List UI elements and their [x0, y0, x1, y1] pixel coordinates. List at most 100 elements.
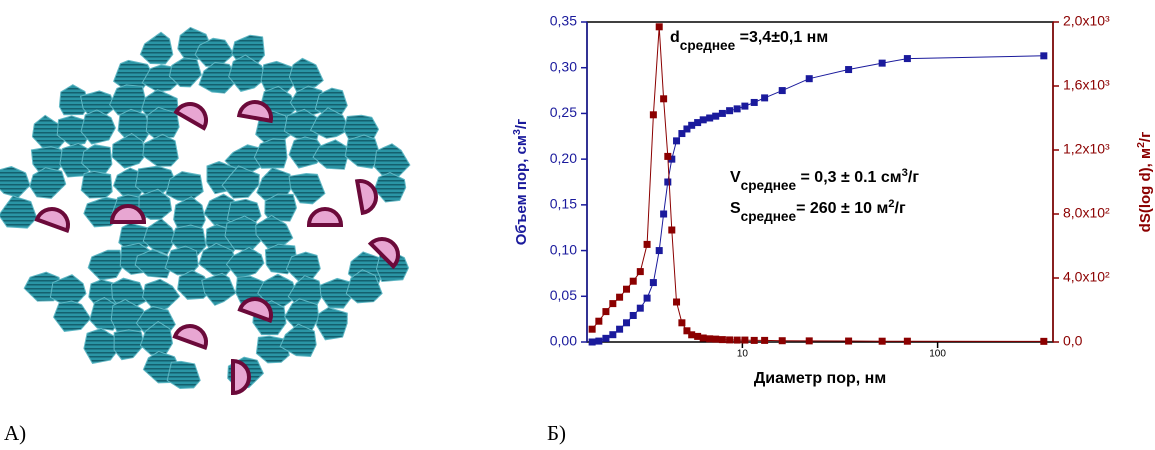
particle: [80, 109, 116, 145]
y-tick-label: 0,10: [550, 241, 577, 257]
data-point: [805, 75, 813, 83]
particle: [221, 165, 260, 199]
particle: [309, 107, 351, 139]
y2-tick-label: 0,0: [1063, 333, 1083, 349]
data-point: [750, 336, 758, 344]
data-point: [629, 311, 637, 319]
data-point: [845, 337, 853, 345]
data-point: [741, 336, 749, 344]
data-point: [699, 116, 707, 124]
particle: [0, 195, 38, 229]
particle: [279, 323, 317, 358]
particle: [29, 167, 67, 199]
pore-particle: [367, 237, 400, 270]
data-point: [668, 155, 676, 163]
x-tick-label: 100: [929, 349, 946, 360]
data-point: [694, 332, 702, 340]
y2-tick-label: 4,0x10²: [1063, 269, 1110, 285]
y-axis-title: Объем пор, см3/г: [511, 119, 530, 246]
data-point: [588, 338, 596, 346]
annotation-part: /г: [895, 200, 906, 217]
pore-particle: [236, 100, 273, 124]
y2-tick-label: 1,2x10³: [1063, 141, 1110, 157]
data-point: [903, 337, 911, 345]
y-tick-label: 0,35: [550, 13, 577, 29]
annotation-part: среднее: [741, 209, 797, 224]
data-point: [678, 319, 686, 327]
data-point: [636, 304, 644, 312]
series-line: [592, 55, 1044, 343]
data-point: [688, 121, 696, 129]
pore-particle: [34, 207, 70, 234]
particle: [373, 171, 407, 203]
panel-label: Б): [547, 421, 566, 445]
data-point: [878, 337, 886, 345]
y-tick-label: 0,05: [550, 287, 577, 303]
data-point: [629, 277, 637, 285]
data-point: [761, 94, 769, 102]
annotation-part: среднее: [680, 38, 736, 53]
data-point: [778, 337, 786, 345]
particle: [264, 193, 298, 222]
data-point: [694, 119, 702, 127]
particle: [173, 196, 206, 230]
data-point: [761, 336, 769, 344]
annotation-part: 3: [902, 167, 908, 179]
data-point: [706, 335, 714, 343]
particle: [80, 170, 113, 199]
annotation-part: d: [670, 29, 680, 46]
data-point: [623, 319, 631, 327]
data-point: [616, 293, 624, 301]
pore-particle: [354, 179, 378, 216]
y2-axis-title: dS(log d), м2/г: [1135, 132, 1154, 233]
data-point: [683, 327, 691, 335]
data-point: [673, 298, 681, 306]
particle: [288, 172, 326, 205]
annotation-part: = 260 ± 10 м: [796, 200, 888, 217]
data-point: [712, 335, 720, 343]
particle: [113, 329, 145, 361]
annotation-part: = 0,3 ± 0.1 см: [796, 169, 902, 186]
chart: 0,00 0,05 0,10 0,15 0,20 0,25 0,30 0,35 0,0 4,0x1…: [511, 13, 1154, 388]
y2-tick-label: 8,0x10²: [1063, 205, 1110, 221]
pore-particle: [237, 297, 273, 324]
y-axis-title-part: /г: [513, 119, 530, 129]
annotation-part: /г: [908, 169, 919, 186]
particle: [138, 188, 173, 220]
annotation-part: 2: [888, 198, 894, 210]
data-point: [1040, 337, 1048, 345]
data-point: [683, 125, 691, 133]
y-tick-label: 0,00: [550, 333, 577, 349]
particle: [253, 138, 288, 169]
annotation-part: =3,4±0,1 нм: [735, 29, 828, 46]
pore-particle: [109, 204, 147, 224]
particle: [198, 61, 239, 94]
data-point: [649, 279, 657, 287]
data-point: [595, 317, 603, 325]
particle: [225, 246, 265, 280]
data-point: [678, 130, 686, 138]
particle: [315, 307, 348, 341]
data-point: [750, 98, 758, 106]
pore-particle: [172, 324, 208, 351]
y-tick-label: 0,30: [550, 58, 577, 74]
pore-particle: [231, 358, 251, 396]
x-axis-title: Диаметр пор, нм: [754, 370, 886, 387]
data-point: [609, 300, 617, 308]
data-point: [688, 331, 696, 339]
data-point: [643, 294, 651, 302]
data-point: [726, 107, 734, 115]
data-point: [699, 334, 707, 342]
particle: [312, 139, 349, 170]
particle: [228, 54, 268, 92]
data-point: [664, 178, 672, 186]
y-tick-label: 0,25: [550, 104, 577, 120]
particle: [168, 57, 202, 88]
data-point: [664, 152, 672, 160]
particle: [345, 269, 383, 304]
particle: [142, 133, 179, 167]
y2-tick-label: 2,0x10³: [1063, 13, 1110, 29]
data-point: [733, 105, 741, 113]
y2-axis-title-part: /г: [1137, 132, 1154, 142]
